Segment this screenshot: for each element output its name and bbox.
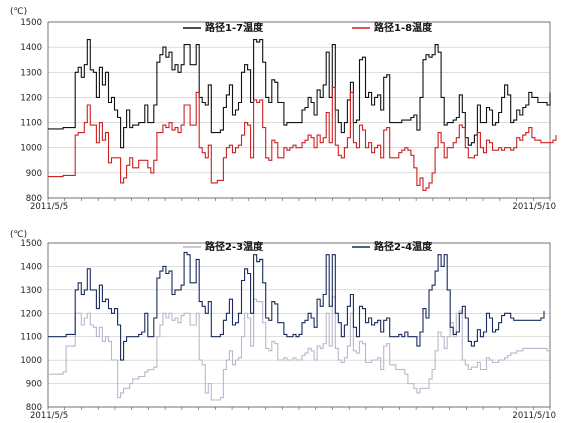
x-end-label: 2011/5/10 — [512, 411, 556, 419]
chart-panel-1: (℃) 800 900 1000 1100 1200 1300 1400 1500 路径1-7温度… — [10, 7, 557, 212]
y-tick-label: 1200 — [20, 309, 42, 319]
y-tick-label: 1500 — [20, 18, 42, 28]
y-tick-label: 1000 — [20, 144, 42, 154]
series-line-2-2 — [48, 251, 545, 361]
series-line-2-1 — [48, 296, 550, 401]
y-tick-label: 1300 — [20, 68, 42, 78]
y-tick-label: 900 — [26, 169, 42, 179]
x-start-label: 2011/5/5 — [30, 202, 68, 212]
y-tick-label: 800 — [26, 403, 42, 413]
legend-label: 路径2-4温度 — [374, 240, 433, 253]
y-tick-label: 1200 — [20, 93, 42, 103]
series-line-1-2 — [48, 86, 557, 192]
plot-frame — [47, 242, 551, 408]
y-tick-label: 1100 — [20, 119, 42, 129]
y-tick-label: 900 — [26, 380, 42, 390]
y-tick-label: 1000 — [20, 356, 42, 366]
y-tick-label: 1500 — [20, 239, 42, 249]
y-tick-label: 1300 — [20, 286, 42, 296]
y-tick-label: 800 — [26, 194, 42, 204]
chart-panel-2: (℃) 800 900 1000 1100 1200 1300 1400 1500 路径2-3温度… — [10, 230, 556, 421]
unit-label: (℃) — [10, 7, 27, 17]
legend-label: 路径1-8温度 — [374, 21, 433, 34]
legend-label: 路径2-3温度 — [205, 240, 264, 253]
x-start-label: 2011/5/5 — [30, 411, 68, 419]
unit-label: (℃) — [10, 230, 27, 240]
plot-frame — [47, 21, 551, 199]
series-line-1-1 — [48, 39, 551, 149]
y-tick-label: 1400 — [20, 43, 42, 53]
y-tick-label: 1100 — [20, 333, 42, 343]
x-end-label: 2011/5/10 — [512, 202, 556, 212]
y-tick-label: 1400 — [20, 262, 42, 272]
legend-label: 路径1-7温度 — [205, 21, 264, 34]
